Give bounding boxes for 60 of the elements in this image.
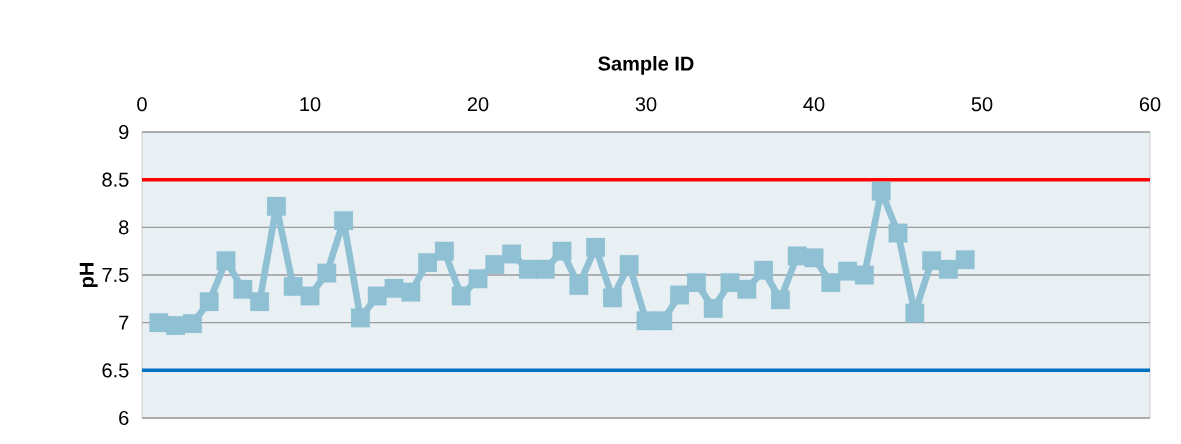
- point: [938, 259, 958, 279]
- point: [821, 273, 841, 293]
- point: [569, 276, 589, 295]
- point: [552, 241, 572, 261]
- x-tick-label: 30: [635, 97, 657, 112]
- point: [351, 308, 370, 328]
- point: [267, 196, 286, 216]
- point: [502, 244, 522, 264]
- point: [535, 259, 555, 279]
- point: [384, 278, 404, 298]
- y-tick-label: 9: [119, 124, 129, 140]
- point: [602, 288, 622, 308]
- point: [922, 251, 942, 271]
- point: [686, 273, 706, 293]
- x-tick-label: 20: [467, 97, 489, 112]
- point: [418, 253, 438, 273]
- x-tick-label: 0: [137, 97, 147, 112]
- y-axis-title: pH: [79, 263, 98, 288]
- y-tick-label: 6: [119, 410, 129, 426]
- point: [149, 313, 169, 333]
- point: [905, 303, 925, 323]
- point: [955, 250, 975, 270]
- point: [434, 241, 454, 261]
- point: [182, 314, 202, 334]
- point: [619, 255, 639, 274]
- y-tick-label: 8: [119, 220, 129, 235]
- point: [334, 211, 354, 231]
- point: [233, 279, 253, 299]
- point: [804, 248, 824, 268]
- point: [216, 251, 236, 271]
- x-tick-label: 60: [1139, 97, 1161, 112]
- x-tick-label: 40: [803, 97, 825, 112]
- point: [770, 290, 790, 310]
- point: [670, 285, 690, 305]
- point: [888, 223, 908, 243]
- y-tick-label: 8.5: [102, 172, 129, 187]
- point: [737, 279, 757, 299]
- y-tick-label: 7.5: [102, 268, 129, 282]
- y-tick-label: 7: [119, 315, 129, 330]
- point: [367, 286, 387, 306]
- point: [283, 277, 303, 296]
- point: [720, 273, 740, 293]
- point: [586, 237, 606, 257]
- point: [653, 311, 673, 331]
- point: [703, 298, 723, 318]
- y-tick-label: 6.5: [102, 363, 129, 378]
- x-tick-label: 50: [971, 97, 993, 112]
- x-tick-label: 10: [300, 97, 321, 112]
- point: [317, 263, 337, 283]
- x-axis-title: Sample ID: [598, 56, 694, 75]
- point: [199, 292, 219, 312]
- point: [250, 292, 270, 312]
- point: [754, 260, 774, 280]
- point: [300, 286, 320, 306]
- point: [451, 286, 471, 306]
- point: [871, 181, 891, 201]
- point: [854, 265, 874, 285]
- point: [401, 282, 421, 302]
- point: [485, 255, 505, 274]
- point: [468, 269, 488, 289]
